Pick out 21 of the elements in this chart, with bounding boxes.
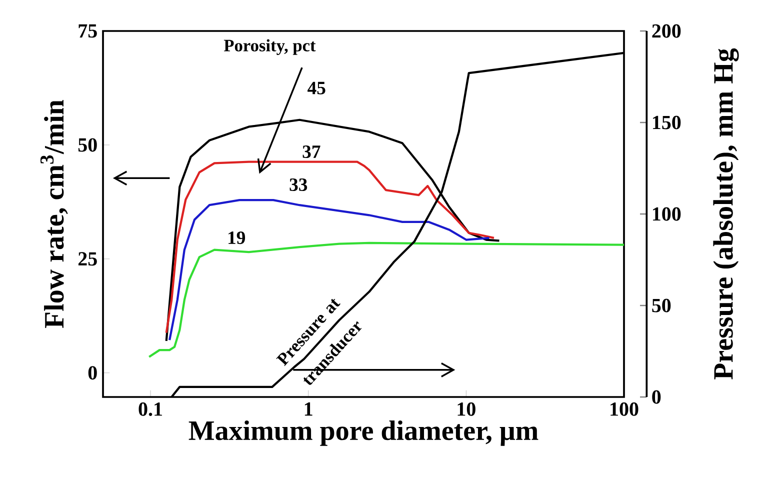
y-tick-label: 25 [78,252,97,266]
series-label: 45 [308,82,326,94]
annotation: Porosity, pct [224,39,316,55]
series-label: 33 [290,178,308,191]
y2-tick-label: 150 [653,116,681,130]
x-axis-title: Maximum pore diameter, μm [188,420,538,446]
y2-tick-label: 50 [652,298,671,312]
y-tick-label: 50 [78,138,97,152]
x-tick-label: 1 [304,402,312,416]
y-tick-label: 75 [78,24,97,38]
y2-tick-label: 100 [653,207,681,221]
series-label: 37 [302,146,320,158]
y-tick-label: 0 [88,366,97,380]
x-tick-label: 100 [610,402,638,416]
y2-axis-title: Pressure (absolute), mm Hg [713,48,739,380]
x-tick-label: 0.1 [138,402,162,416]
y2-tick-label: 0 [652,390,661,404]
x-tick-label: 10 [458,402,476,416]
series-label: 19 [228,232,246,244]
y2-tick-label: 200 [652,24,681,38]
y-axis-title: Flow rate, cm$^{3}$/min [40,100,68,328]
